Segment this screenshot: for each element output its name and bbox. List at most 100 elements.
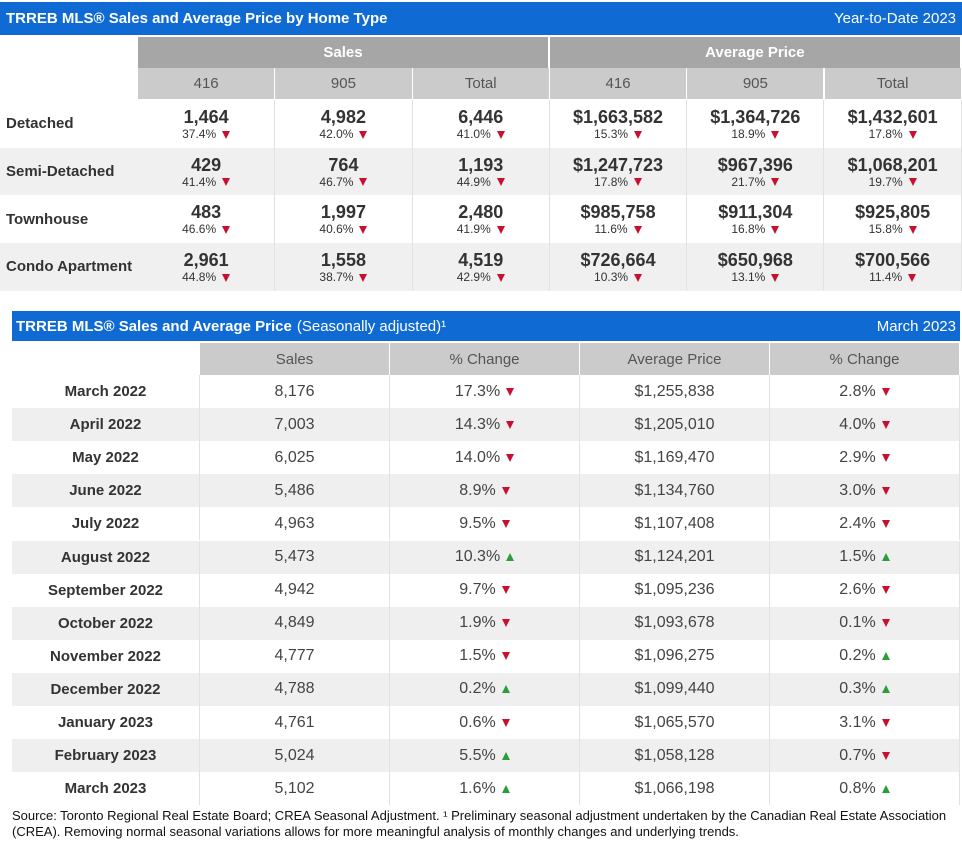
value: $1,058,128 (634, 746, 715, 764)
change-value: 42.0% (319, 126, 354, 141)
value: 4,777 (274, 647, 315, 665)
value: 6,446 (458, 106, 504, 127)
data-cell: 8,176 (200, 375, 390, 409)
row-label-cell: June 2022 (12, 474, 200, 508)
data-cell: 4,777 (200, 639, 390, 673)
change-value: 46.6% (182, 222, 217, 237)
row-label-cell: March 2022 (12, 375, 200, 409)
data-cell: 4,519 42.9% (413, 243, 550, 291)
data-cell: $1,093,678 (580, 606, 770, 640)
up-arrow (501, 784, 510, 793)
data-cell: 9.5% (390, 507, 580, 541)
row-label: August 2022 (60, 548, 151, 566)
value: $1,205,010 (634, 415, 715, 433)
value: 2,961 (183, 249, 229, 270)
change: 42.0% (319, 126, 368, 141)
value: $1,065,570 (634, 713, 715, 731)
change: 41.4% (182, 175, 231, 189)
value: $1,247,723 (572, 154, 664, 175)
column-label: % Change (449, 350, 520, 368)
data-cell: 14.0% (390, 441, 580, 475)
value: $1,107,408 (634, 514, 715, 532)
column-label: 416 (605, 75, 631, 92)
down-arrow (496, 273, 505, 282)
data-cell: 483 46.6% (138, 195, 276, 244)
value: $1,364,726 (710, 106, 801, 127)
data-cell: $1,107,408 (580, 507, 770, 541)
change-value: 19.7% (868, 174, 903, 189)
down-arrow (501, 486, 510, 495)
change-value: 10.3% (594, 269, 629, 284)
value: $911,304 (718, 202, 793, 223)
down-arrow (496, 226, 505, 235)
group-header: Average Price (549, 37, 962, 68)
data-cell: 1,997 40.6% (275, 195, 413, 244)
data-cell: 10.3% (390, 540, 580, 574)
data-cell: 4,963 (200, 507, 390, 541)
change-value: 17.8% (594, 174, 629, 189)
row-background (12, 573, 960, 607)
row-label-cell: Condo Apartment (0, 243, 138, 291)
row-label-cell: March 2023 (12, 772, 200, 806)
data-cell: 1,193 44.9% (413, 147, 550, 196)
change-value: 16.8% (731, 222, 766, 237)
group-label: Sales (323, 44, 363, 61)
data-cell: 4,982 42.0% (275, 100, 413, 148)
data-cell: 1,464 37.4% (138, 100, 276, 148)
row-label: January 2023 (57, 714, 154, 732)
change: 41.9% (457, 222, 505, 236)
change: 19.7% (869, 175, 917, 189)
value: $1,124,201 (634, 548, 715, 566)
value: 0.7% (839, 746, 876, 764)
value: 2.6% (839, 581, 876, 599)
value: 0.3% (839, 680, 876, 698)
value: 5.5% (459, 746, 496, 764)
data-cell: 2.4% (770, 507, 960, 541)
value: $985,758 (580, 202, 656, 223)
value: 5,486 (274, 481, 315, 499)
value: 2.8% (839, 382, 876, 400)
row-label: Townhouse (6, 210, 89, 228)
row-background (12, 772, 960, 806)
column-label: Sales (275, 350, 314, 368)
row-background (12, 672, 960, 706)
down-arrow (496, 178, 505, 187)
column-header: % Change (390, 343, 580, 375)
data-cell: $967,396 21.7% (687, 147, 825, 196)
change: 15.3% (594, 127, 643, 141)
down-arrow (881, 718, 890, 727)
data-cell: $700,566 11.4% (825, 243, 962, 291)
data-cell: 1.9% (390, 606, 580, 640)
down-arrow (908, 226, 917, 235)
row-label-cell: Detached (0, 100, 138, 148)
column-label: 905 (330, 75, 356, 92)
value: $967,396 (717, 154, 793, 175)
data-cell: $1,663,582 15.3% (550, 100, 688, 148)
change: 21.7% (731, 175, 780, 189)
data-cell: 0.6% (390, 706, 580, 740)
value: 483 (191, 202, 222, 223)
data-cell: 7,003 (200, 408, 390, 442)
value: 14.3% (454, 415, 501, 433)
value: $1,169,470 (634, 448, 715, 466)
column-label: 905 (742, 75, 768, 92)
row-label-cell: November 2022 (12, 639, 200, 673)
period: Year-to-Date 2023 (833, 10, 956, 27)
down-arrow (501, 718, 510, 727)
value: 2.9% (839, 448, 876, 466)
row-label-cell: August 2022 (12, 540, 200, 574)
change: 46.7% (319, 175, 368, 189)
change-value: 44.8% (182, 269, 217, 284)
value: 429 (191, 154, 222, 175)
row-label-cell: July 2022 (12, 507, 200, 541)
change-value: 15.8% (868, 222, 903, 237)
row-background (0, 100, 962, 148)
row-background (0, 243, 962, 291)
value: $1,093,678 (634, 614, 715, 632)
up-arrow (881, 553, 890, 562)
up-arrow (506, 553, 515, 562)
change-value: 18.9% (731, 126, 766, 141)
down-arrow (881, 519, 890, 528)
change-value: 37.4% (182, 126, 217, 141)
